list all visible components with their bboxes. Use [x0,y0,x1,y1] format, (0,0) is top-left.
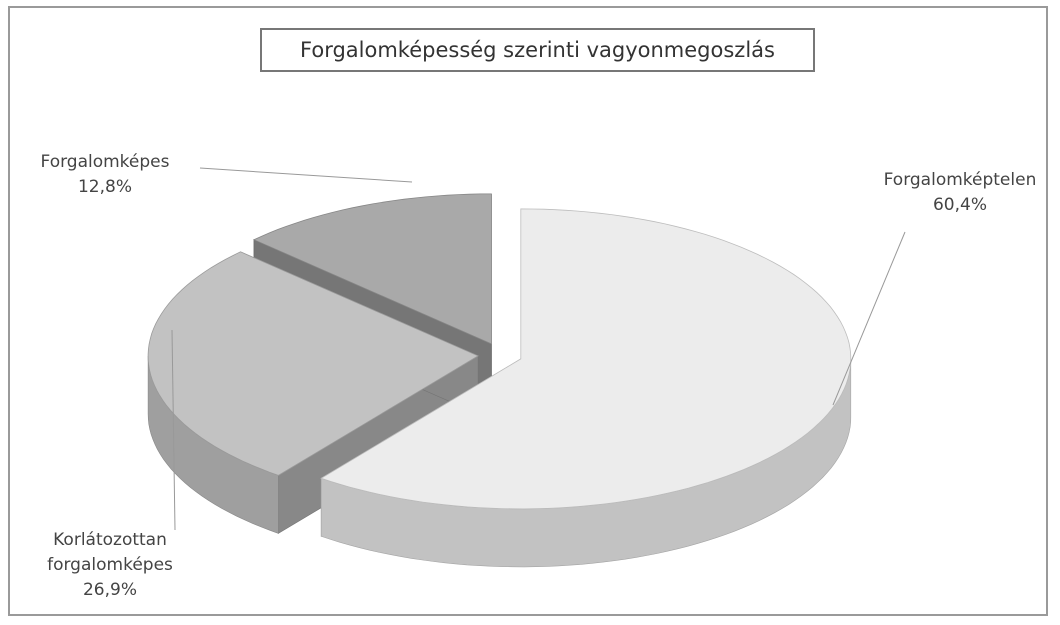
value-label: 12,8% [77,177,132,197]
leader-line [832,231,906,406]
value-label: 60,4% [932,195,987,215]
slice-top [320,208,852,510]
category-label: Korlátozottan forgalomképes [47,530,173,575]
chart-border [8,6,1048,616]
leader-line [171,329,176,531]
data-label: Korlátozottan forgalomképes 26,9% [20,528,200,603]
category-label: Forgalomképes [40,152,170,172]
data-label: Forgalomképtelen 60,4% [875,168,1045,218]
slice-top [147,251,479,476]
data-label: Forgalomképes 12,8% [20,150,190,200]
pie-slice [320,208,852,568]
slice-top [252,193,492,345]
chart-title: Forgalomképesség szerinti vagyonmegoszlá… [260,28,815,72]
leader-line [199,167,413,183]
category-label: Forgalomképtelen [883,170,1037,190]
value-label: 26,9% [82,580,137,600]
